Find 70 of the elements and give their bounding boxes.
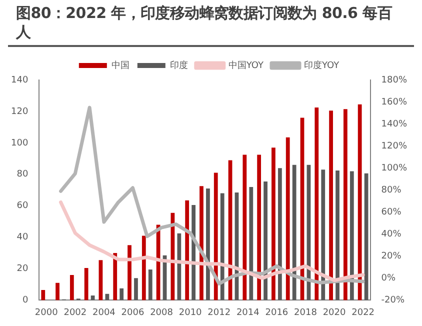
x-tick-label: 2004 <box>92 308 116 318</box>
y2-tick-label: 40% <box>381 229 402 240</box>
y2-tick-label: 20% <box>381 252 402 262</box>
y-tick-label: 40 <box>16 232 28 243</box>
bar <box>200 186 204 300</box>
bar <box>142 236 146 300</box>
bar <box>41 290 46 300</box>
bar <box>286 137 290 300</box>
bar <box>113 253 118 300</box>
y-tick-label: 100 <box>10 138 28 148</box>
bar <box>214 172 218 300</box>
bar <box>350 171 354 300</box>
bar <box>343 109 348 300</box>
bar <box>206 188 210 300</box>
bar <box>185 200 190 300</box>
y-tick-label: 140 <box>10 75 28 86</box>
x-tick-label: 2000 <box>34 308 58 318</box>
bar <box>358 104 362 300</box>
bar <box>220 193 224 300</box>
bar <box>249 186 254 300</box>
x-tick-label: 2016 <box>265 308 288 318</box>
y-tick-label: 80 <box>16 170 28 180</box>
y2-tick-label: 80% <box>381 185 402 196</box>
chart-title: 图80：2022 年，印度移动蜂窝数据订阅数为 80.6 每百人 <box>8 0 414 47</box>
y-tick-label: 20 <box>16 264 28 274</box>
bar <box>56 282 60 300</box>
bar <box>314 108 319 300</box>
bar <box>329 110 333 300</box>
y2-tick-label: -20% <box>381 296 405 306</box>
bar <box>120 288 124 300</box>
bar <box>70 275 74 300</box>
x-tick-label: 2002 <box>64 308 87 318</box>
y-tick-label: 60 <box>16 201 28 212</box>
x-tick-label: 2018 <box>294 308 318 318</box>
x-tick-label: 2008 <box>150 308 174 318</box>
bar <box>264 181 268 300</box>
y-tick-label: 120 <box>10 106 28 117</box>
x-tick-label: 2022 <box>352 308 375 318</box>
bar <box>134 278 138 300</box>
legend-label: 印度YOY <box>304 60 340 71</box>
legend-label: 中国 <box>111 60 130 71</box>
x-tick-label: 2020 <box>322 308 346 318</box>
bar <box>336 170 340 300</box>
y2-tick-label: 140% <box>381 119 408 130</box>
legend-label: 中国YOY <box>228 60 264 71</box>
bar <box>321 170 326 300</box>
bar <box>364 173 368 300</box>
bar <box>128 245 132 300</box>
y-tick-label: 0 <box>22 296 28 306</box>
x-tick-label: 2014 <box>236 308 260 318</box>
y2-tick-label: 100% <box>381 163 408 174</box>
y2-tick-label: 120% <box>381 141 408 152</box>
bar <box>292 164 296 300</box>
y2-tick-label: 180% <box>381 75 408 86</box>
bar <box>278 168 282 300</box>
bar <box>98 260 103 300</box>
bar <box>242 154 247 300</box>
bar <box>148 270 152 300</box>
x-tick-label: 2006 <box>121 308 144 318</box>
bar <box>272 148 276 300</box>
x-tick-label: 2012 <box>208 308 231 318</box>
legend-label: 印度 <box>170 60 188 71</box>
bar <box>177 233 182 300</box>
bar <box>192 205 196 300</box>
x-tick-label: 2010 <box>178 308 202 318</box>
y2-tick-label: 160% <box>381 97 408 108</box>
bar <box>257 154 262 300</box>
bar <box>84 268 88 300</box>
y2-tick-label: 60% <box>381 207 402 218</box>
y2-tick-label: 0% <box>381 274 396 284</box>
